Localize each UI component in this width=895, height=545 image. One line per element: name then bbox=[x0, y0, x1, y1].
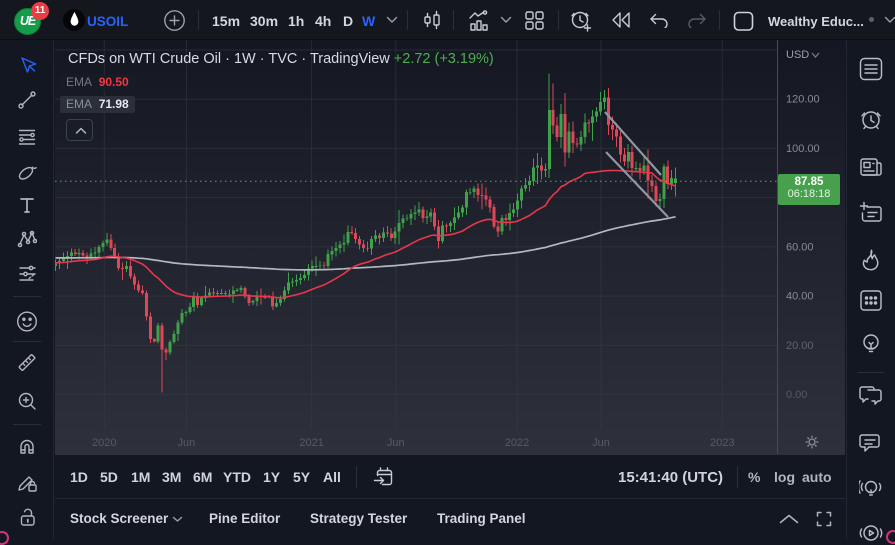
svg-text:USD: USD bbox=[786, 49, 809, 61]
svg-text:2022: 2022 bbox=[505, 437, 529, 449]
svg-text:2021: 2021 bbox=[299, 437, 323, 449]
svg-text:2023: 2023 bbox=[710, 437, 734, 449]
svg-text:Jun: Jun bbox=[387, 437, 405, 449]
svg-text:2020: 2020 bbox=[92, 437, 116, 449]
svg-text:Jun: Jun bbox=[178, 437, 196, 449]
svg-text:60.00: 60.00 bbox=[786, 241, 814, 253]
svg-text:0.00: 0.00 bbox=[786, 389, 807, 401]
svg-text:20.00: 20.00 bbox=[786, 340, 814, 352]
svg-text:40.00: 40.00 bbox=[786, 291, 814, 303]
svg-text:Jun: Jun bbox=[592, 437, 610, 449]
svg-text:100.00: 100.00 bbox=[786, 143, 820, 155]
svg-text:120.00: 120.00 bbox=[786, 94, 820, 106]
